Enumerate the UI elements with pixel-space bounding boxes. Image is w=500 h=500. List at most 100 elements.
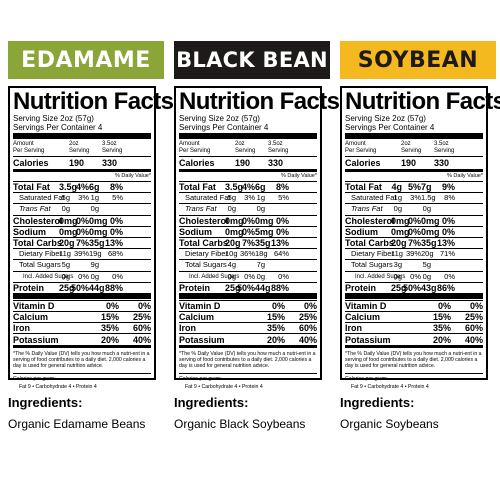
amount-35oz-added_sugars: 0g [90, 271, 99, 281]
dv-2oz-protein: 50% [237, 282, 256, 293]
dv-35oz-sodium: 0% [441, 226, 455, 237]
nutrient-row-sat_fat: Saturated Fat .5g 3% 1g 5% [13, 192, 151, 203]
amount-text: Amount [345, 141, 366, 147]
nutrient-row-total_fat: Total Fat 3.5g 4% 6g 8% [13, 181, 151, 192]
calories-per-gram: Calories per gram: [345, 373, 483, 382]
dv-35oz-calcium: 25% [464, 312, 483, 323]
amount-2oz-cholesterol: 0mg [225, 215, 244, 226]
amount-35oz-sat_fat: 1g [90, 193, 99, 203]
amount-35oz-trans_fat: 0g [256, 204, 265, 214]
nutrient-row-sodium: Sodium 0mg 0% 5mg 0% [179, 225, 317, 237]
nutrient-row-fiber: Dietary Fiber 10g 36% 18g 64% [179, 248, 317, 259]
dv-35oz-iron: 60% [464, 323, 483, 334]
ingredients-heading: Ingredients: [340, 395, 415, 410]
daily-value-header: % Daily Value* [447, 173, 483, 179]
nutrient-row-calcium: Calcium 15% 25% [179, 311, 317, 322]
calories-35oz: 330 [268, 158, 284, 168]
per-serving-text: Per Serving [13, 148, 45, 154]
nutrient-row-total_fat: Total Fat 4g 5% 7g 9% [345, 181, 483, 192]
dv-2oz-total_fat: 5% [407, 182, 421, 193]
dv-2oz-carbs: 7% [407, 238, 421, 249]
amount-35oz-added_sugars: 0g [256, 271, 265, 281]
dv-35oz-carbs: 13% [436, 238, 455, 249]
dv-2oz-sat_fat: 3% [244, 193, 255, 203]
nutrient-row-fiber: Dietary Fiber 11g 39% 20g 71% [345, 248, 483, 259]
dv-35oz-sat_fat: 5% [112, 193, 123, 203]
nutrition-facts-title: Nutrition Facts [345, 88, 500, 115]
ingredients-text: Organic Edamame Beans [8, 417, 146, 431]
dv-2oz-calcium: 15% [100, 312, 119, 323]
nutrient-label-added_sugars: Incl. Added Sugars [189, 273, 240, 280]
nutrient-label-iron: Iron [179, 323, 196, 334]
amount-2oz-sat_fat: 1g [393, 193, 402, 203]
nutrition-facts-panel: Nutrition Facts Serving Size 2oz (57g) Ser… [340, 86, 500, 390]
col-2oz-header: 2oz Serving [235, 141, 268, 155]
dv-2oz-calcium: 15% [266, 312, 285, 323]
nutrient-label-fiber: Dietary Fiber [351, 249, 394, 259]
divider-medium-2 [345, 344, 483, 348]
nutrient-label-total_fat: Total Fat [345, 182, 382, 193]
dv-2oz-vitd: 0% [105, 300, 119, 311]
dv-35oz-cholesterol: 0% [109, 215, 123, 226]
nutrient-label-protein: Protein [13, 282, 45, 293]
dv-35oz-fiber: 68% [107, 249, 123, 259]
nutrient-label-trans_fat: Trans Fat [185, 204, 217, 214]
nutrient-label-potassium: Potassium [13, 334, 59, 345]
dv-35oz-potassium: 40% [298, 334, 317, 345]
nutrient-row-vitd: Vitamin D 0% 0% [13, 299, 151, 311]
nutrient-row-cholesterol: Cholesterol 0mg 0% 0mg 0% [13, 214, 151, 226]
amount-35oz-total_fat: 7g [421, 182, 432, 193]
amount-35oz-added_sugars: 0g [422, 271, 431, 281]
nutrient-row-carbs: Total Carbs. 20g 7% 35g 13% [13, 236, 151, 248]
amount-2oz-carbs: 20g [225, 238, 241, 249]
dv-35oz-potassium: 40% [132, 334, 151, 345]
nutrient-row-carbs: Total Carbs. 20g 7% 35g 13% [345, 236, 483, 249]
nutrient-row-vitd: Vitamin D 0% 0% [179, 299, 317, 311]
nutrient-label-trans_fat: Trans Fat [351, 204, 383, 214]
amount-35oz-sat_fat: 1g [256, 193, 265, 203]
nutrient-row-protein: Protein 25g 50% 44g 88% [179, 281, 317, 293]
nutrient-label-fiber: Dietary Fiber [185, 249, 228, 259]
dv-35oz-total_fat: 8% [109, 182, 123, 193]
nutrient-label-vitd: Vitamin D [179, 300, 221, 311]
dv-35oz-cholesterol: 0% [441, 215, 455, 226]
amount-35oz-carbs: 35g [421, 238, 437, 249]
dv-2oz-added_sugars: 0% [410, 271, 421, 281]
ingredients-heading: Ingredients: [174, 395, 249, 410]
nutrient-label-sugars: Total Sugars [185, 260, 227, 270]
dv-35oz-iron: 60% [132, 323, 151, 334]
dv-2oz-sat_fat: 3% [410, 193, 421, 203]
amount-2oz-fiber: 11g [391, 249, 403, 259]
nutrient-label-calcium: Calcium [179, 312, 215, 323]
dv-footnote: *The % Daily Value (DV) tells you how mu… [13, 350, 150, 370]
dv-2oz-vitd: 0% [437, 300, 451, 311]
amount-35oz-protein: 44g [255, 282, 271, 293]
divider-thick-2 [345, 292, 483, 299]
dv-2oz-potassium: 20% [100, 334, 119, 345]
dv-2oz-fiber: 39% [73, 249, 89, 259]
divider-medium [13, 169, 151, 172]
amount-35oz-sugars: 5g [422, 260, 431, 270]
nutrient-label-vitd: Vitamin D [13, 300, 55, 311]
dv-2oz-sodium: 0% [75, 226, 89, 237]
amount-35oz-cholesterol: 0mg [89, 215, 108, 226]
amount-35oz-sodium: 5mg [255, 226, 274, 237]
nutrient-label-added_sugars: Incl. Added Sugars [23, 273, 74, 280]
dv-2oz-cholesterol: 0% [75, 215, 89, 226]
dv-35oz-sat_fat: 5% [278, 193, 289, 203]
amount-header: Amount Per Serving 2oz Serving 3.5oz Serving [345, 140, 483, 156]
col-2oz-amount: 2oz [401, 141, 411, 147]
amount-2oz-sat_fat: .5g [59, 193, 70, 203]
dv-2oz-potassium: 20% [432, 334, 451, 345]
nutrient-label-potassium: Potassium [179, 334, 225, 345]
dv-35oz-potassium: 40% [464, 334, 483, 345]
dv-35oz-protein: 88% [270, 282, 289, 293]
calories-per-gram-values: Fat 9 • Carbohydrate 4 • Protein 4 [185, 384, 263, 391]
nutrient-row-calcium: Calcium 15% 25% [13, 311, 151, 322]
nutrition-facts-panel: Nutrition Facts Serving Size 2oz (57g) Ser… [8, 86, 174, 390]
amount-text: Amount [179, 141, 200, 147]
col-35oz-header: 3.5oz Serving [268, 141, 317, 155]
nutrient-row-sugars: Total Sugars 3g 5g [345, 259, 483, 270]
col-35oz-serving: Serving [434, 148, 455, 154]
amount-header: Amount Per Serving 2oz Serving 3.5oz Serving [179, 140, 317, 156]
